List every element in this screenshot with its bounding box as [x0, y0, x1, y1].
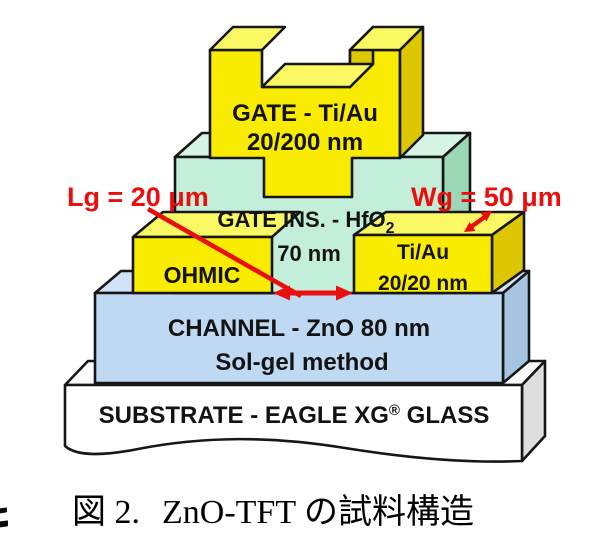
tiau-label-line2: 20/20 nm	[378, 272, 468, 295]
arrowhead-upper	[480, 211, 492, 222]
arrowhead-lower	[464, 222, 476, 232]
registered-mark: ®	[389, 402, 400, 419]
figure-caption-text: ZnO-TFT の試料構造	[162, 494, 474, 531]
gate-length-label: Lg = 20 μm	[67, 182, 209, 212]
gate-notch-shelf-face	[260, 62, 375, 89]
ohmic-front-face	[131, 235, 274, 295]
arrowhead-left	[273, 285, 290, 301]
channel-label-line2: Sol-gel method	[215, 349, 388, 376]
gate-label-line2: 20/200 nm	[247, 129, 363, 156]
gate-electrode-block	[208, 25, 425, 199]
gate-length-arrow	[273, 285, 353, 301]
tiau-front-face	[352, 233, 494, 295]
figure-caption-number: 図 2.	[72, 494, 140, 531]
arrowhead-right	[336, 285, 353, 301]
gate-label-line1: GATE - Ti/Au	[232, 100, 378, 127]
tiau-label-line1: Ti/Au	[397, 241, 449, 264]
gate-length-leader-line	[146, 207, 303, 298]
substrate-label: SUBSTRATE - EAGLE XG® GLASS	[99, 402, 490, 429]
insulator-label-subscript: 2	[386, 220, 395, 237]
gate-width-arrow	[464, 211, 492, 232]
substrate-front-face	[63, 383, 524, 463]
ohmic-label: OHMIC	[164, 262, 241, 288]
channel-label-line1: CHANNEL - ZnO 80 nm	[168, 315, 430, 342]
insulator-label: GATE INS. - HfO2	[217, 207, 394, 237]
ohmic-contact-block	[131, 210, 302, 295]
figure-caption: 図 2. ZnO-TFT の試料構造	[72, 489, 474, 537]
gate-left-prong-top-face	[208, 25, 287, 52]
gate-side-face	[398, 25, 425, 160]
insulator-thickness-label: 70 nm	[277, 241, 341, 266]
gate-width-label: Wg = 50 μm	[411, 182, 562, 212]
